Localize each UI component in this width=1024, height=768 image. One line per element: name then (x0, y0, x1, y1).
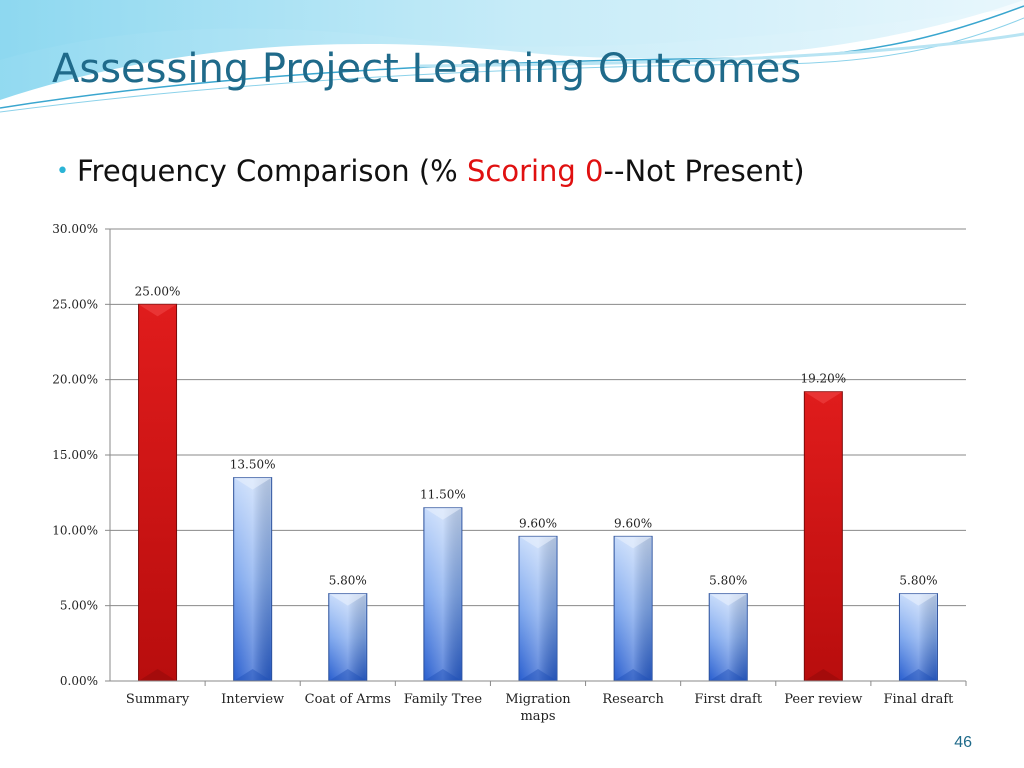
bar-shine (520, 537, 556, 680)
data-label: 5.80% (329, 574, 367, 588)
data-label: 25.00% (135, 284, 181, 298)
bar-peer-review (803, 391, 843, 682)
y-tick-label: 10.00% (52, 523, 98, 537)
x-tick-label: First draft (694, 692, 763, 707)
x-tick-label: Summary (126, 692, 190, 707)
bar-bevel-bottom (899, 669, 938, 681)
y-tick-label: 15.00% (52, 448, 98, 462)
bar-bevel-bottom (138, 669, 177, 681)
data-labels: 25.00% 13.50% 5.80% 11.50% 9.60% 9.60% 5.80% 19… (135, 284, 938, 587)
x-tick-label: Final draft (883, 692, 954, 707)
bar-shine (615, 537, 652, 680)
bullet-point: • Frequency Comparison (% Scoring 0--Not … (56, 154, 805, 188)
bar-interview (233, 477, 273, 682)
bar-shine (710, 594, 747, 680)
subtitle-highlight: Scoring 0 (466, 154, 604, 188)
bar-bevel-bottom (804, 669, 843, 681)
bar-bevel-bottom (233, 669, 272, 681)
bar-bevel-bottom (614, 669, 653, 681)
bar-coat-of-arms (328, 593, 368, 682)
data-label: 9.60% (614, 516, 652, 530)
y-tick-label: 25.00% (52, 297, 98, 311)
x-tick-label: Peer review (784, 692, 862, 707)
bar-bevel-top (138, 304, 177, 317)
bar-bevel-top (614, 536, 653, 549)
bar-bevel-bottom (519, 669, 557, 681)
bar-final-draft (898, 593, 938, 682)
bar-bevel-top (804, 391, 843, 404)
data-label: 5.80% (899, 574, 937, 588)
bullet-icon: • (56, 159, 69, 184)
subtitle-text-after: --Not Present) (603, 154, 805, 188)
bar-bevel-bottom (709, 669, 748, 681)
y-tick-label: 20.00% (52, 373, 98, 387)
bar-shine (424, 508, 461, 680)
bar-shine (234, 478, 271, 680)
bar-summary (138, 303, 178, 682)
bar-family-tree (423, 507, 463, 682)
slide-title: Assessing Project Learning Outcomes (52, 46, 802, 92)
data-label: 5.80% (709, 574, 747, 588)
y-tick-label: 0.00% (60, 674, 98, 688)
bar (138, 303, 178, 682)
bar-bevel-top (899, 593, 938, 606)
bars (138, 303, 938, 682)
bar-bevel-bottom (328, 669, 367, 681)
y-axis: 0.00% 5.00% 10.00% 15.00% 20.00% 25.00% 30.00% (52, 222, 111, 688)
bar-bevel-top (519, 536, 557, 549)
bar-research (613, 535, 653, 682)
bar-migration-maps (518, 535, 558, 682)
page-number: 46 (954, 734, 972, 751)
bar-shine (329, 594, 366, 680)
x-axis: Summary Interview Coat of Arms Family Tree M… (110, 680, 967, 724)
y-tick-label: 30.00% (52, 222, 98, 236)
data-label: 13.50% (230, 458, 276, 472)
bar-bevel-top (328, 593, 367, 606)
bar-bevel-top (233, 477, 272, 490)
bar-first-draft (708, 593, 748, 682)
y-tick-label: 5.00% (60, 599, 98, 613)
data-label: 9.60% (519, 516, 557, 530)
x-tick-label: Research (602, 692, 664, 707)
subtitle-text-before: Frequency Comparison (% (76, 154, 467, 188)
bar-bevel-top (709, 593, 748, 606)
header-swoosh-decoration (0, 0, 1024, 113)
bar-shine (900, 594, 937, 680)
bar-bevel-bottom (423, 669, 462, 681)
x-tick-label: Family Tree (404, 692, 483, 707)
data-label: 11.50% (420, 488, 466, 502)
x-tick-label: Interview (221, 692, 284, 707)
bar-chart: 25.00% 13.50% 5.80% 11.50% 9.60% 9.60% 5.80% 19… (52, 222, 967, 724)
x-tick-label: Migration maps (505, 692, 571, 724)
bar (803, 391, 843, 682)
data-label: 19.20% (800, 372, 846, 386)
bar-bevel-top (423, 507, 462, 520)
x-tick-label: Coat of Arms (305, 692, 391, 707)
